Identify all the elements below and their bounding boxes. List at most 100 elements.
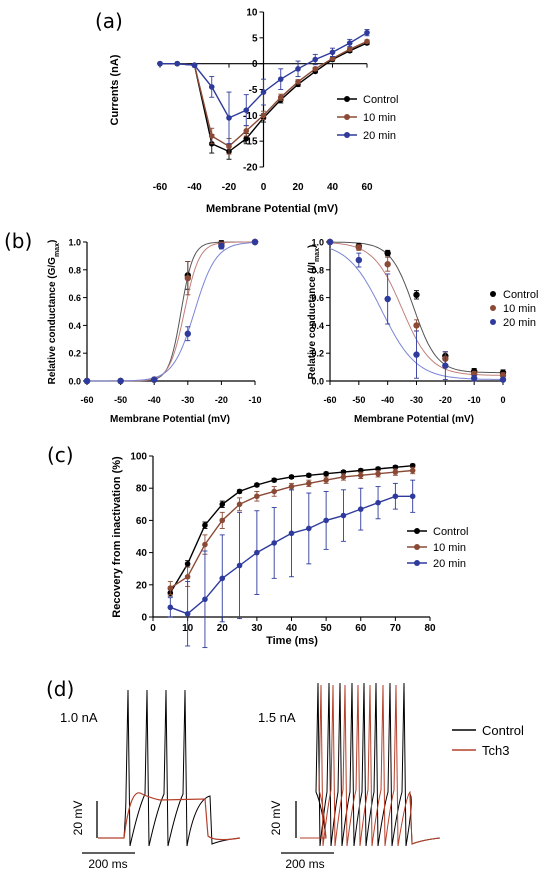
tch3-trace-left — [98, 792, 241, 841]
data-point — [191, 62, 198, 69]
x-tick-label: 40 — [327, 182, 339, 193]
data-point — [219, 517, 226, 524]
data-point — [375, 470, 381, 477]
x-tick-label: -60 — [80, 395, 93, 405]
y-tick-label: 0.0 — [311, 377, 324, 387]
x-tick-label: 60 — [355, 623, 367, 634]
data-point — [157, 60, 163, 67]
data-point — [306, 472, 312, 479]
x-tick-label: -60 — [323, 395, 336, 405]
legend-label: Control — [433, 526, 468, 538]
y-tick-label: 0 — [252, 59, 258, 70]
series-control — [167, 462, 416, 597]
scale-voltage-left: 20 mV — [71, 801, 85, 836]
chart-b-left-ylabel: Relative conductance (G/Gmax) — [47, 240, 61, 385]
panel-label-c: (c) — [47, 443, 74, 467]
x-tick-label: -50 — [114, 395, 127, 405]
data-point — [288, 483, 295, 490]
x-tick-label: 20 — [292, 182, 304, 193]
data-point — [306, 480, 312, 487]
x-tick-label: 0 — [150, 623, 156, 634]
data-point — [117, 377, 124, 385]
x-tick-label: -40 — [187, 182, 202, 193]
chart-a: -60 -40 -20 0 20 40 60-20-15-10-50510Control10… — [153, 8, 399, 194]
data-point — [340, 474, 347, 480]
data-point — [295, 66, 301, 72]
data-point — [184, 573, 191, 580]
data-point — [236, 562, 243, 569]
data-point — [413, 351, 420, 358]
scale-time-right: 200 ms — [285, 857, 324, 871]
y-tick-label: -20 — [243, 163, 258, 174]
legend-marker — [414, 560, 420, 566]
panel-label-b: (b) — [4, 229, 32, 253]
series-20-min — [157, 29, 370, 145]
y-tick-label: 0.4 — [311, 321, 324, 331]
x-tick-label: 50 — [321, 623, 333, 634]
legend-marker — [490, 291, 496, 297]
data-point — [312, 66, 319, 72]
y-tick-label: 0.6 — [311, 293, 324, 303]
y-tick-label: -15 — [243, 137, 258, 148]
data-point — [202, 541, 208, 548]
y-tick-label: 0 — [141, 613, 147, 624]
data-point — [357, 506, 364, 512]
y-tick-label: -10 — [243, 111, 258, 122]
trace-legend: Control Tch3 — [452, 723, 524, 758]
data-point — [355, 256, 363, 264]
trace-left-current-label: 1.0 nA — [60, 710, 98, 725]
data-point — [208, 84, 215, 90]
data-point — [392, 493, 399, 500]
data-point — [260, 112, 267, 119]
legend-marker — [414, 544, 420, 550]
data-point — [254, 482, 260, 488]
data-point — [236, 501, 243, 508]
data-point — [306, 525, 312, 532]
data-point — [323, 470, 329, 477]
series-20-min — [167, 479, 416, 649]
data-point — [218, 242, 225, 250]
data-point — [384, 249, 391, 257]
y-tick-label: 0.0 — [68, 377, 81, 387]
data-point — [184, 561, 191, 567]
chart-c-ylabel: Recovery from inactivation (%) — [111, 456, 123, 618]
chart-b-right-xlabel: Membrane Potential (mV) — [354, 414, 474, 425]
x-tick-label: -60 — [153, 182, 168, 193]
data-point — [184, 610, 191, 617]
y-tick-label: 1.0 — [311, 238, 324, 248]
x-tick-label: 60 — [361, 182, 373, 193]
legend-label: Control — [363, 94, 398, 106]
data-point — [346, 46, 353, 52]
x-tick-label: -40 — [381, 395, 394, 405]
data-point — [202, 596, 208, 603]
chart-b-right: -60 -50 -40 -30 -20 -10 0 0.0 0.2 0.4 0.6 0.8 1.0 Con… — [311, 238, 538, 406]
trace-right-current-label: 1.5 nA — [258, 710, 296, 725]
data-point — [243, 128, 250, 134]
data-point — [312, 56, 319, 63]
x-tick-label: 70 — [390, 623, 402, 634]
panel-label-a: (a) — [95, 9, 123, 33]
data-point — [219, 501, 226, 508]
scale-voltage-right: 20 mV — [269, 801, 283, 836]
series-10-min — [167, 466, 416, 595]
data-point — [326, 238, 334, 246]
voltage-trace — [300, 684, 441, 847]
x-tick-label: -10 — [468, 395, 481, 405]
y-tick-label: 0.8 — [311, 265, 324, 275]
data-point — [295, 78, 301, 85]
data-point — [413, 291, 420, 299]
legend-marker — [490, 319, 496, 325]
data-point — [219, 575, 226, 582]
x-tick-label: -40 — [148, 395, 161, 405]
legend-label: 10 min — [503, 303, 536, 315]
y-tick-label: 60 — [136, 516, 148, 527]
data-point — [83, 377, 91, 385]
x-tick-label: 0 — [500, 395, 505, 405]
y-tick-label: 1.0 — [68, 238, 81, 248]
x-tick-label: -30 — [181, 395, 194, 405]
data-point — [174, 60, 181, 67]
data-point — [288, 474, 295, 480]
data-point — [167, 585, 174, 591]
